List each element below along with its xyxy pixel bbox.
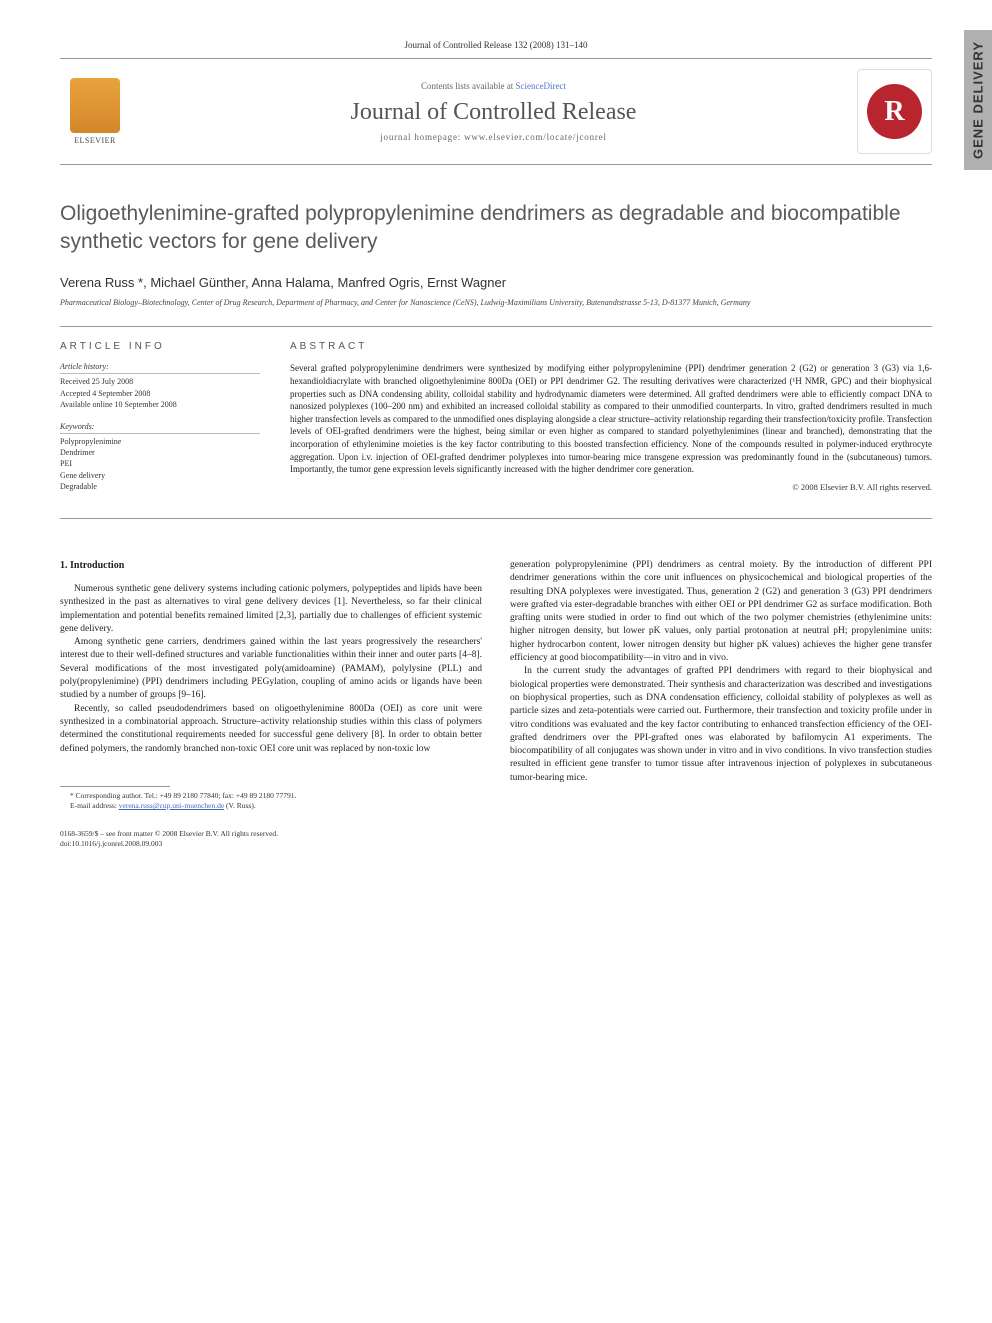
- history-accepted: Accepted 4 September 2008: [60, 388, 260, 399]
- history-block: Received 25 July 2008 Accepted 4 Septemb…: [60, 376, 260, 410]
- article-title: Oligoethylenimine-grafted polypropylenim…: [60, 200, 932, 257]
- history-online: Available online 10 September 2008: [60, 399, 260, 410]
- body-paragraph: In the current study the advantages of g…: [510, 665, 932, 785]
- abstract-column: ABSTRACT Several grafted polypropylenimi…: [290, 341, 932, 504]
- homepage-prefix: journal homepage:: [380, 132, 464, 142]
- info-abstract-row: ARTICLE INFO Article history: Received 2…: [60, 341, 932, 504]
- email-link[interactable]: verena.russ@cup.uni-muenchen.de: [119, 801, 224, 810]
- sciencedirect-link[interactable]: ScienceDirect: [516, 81, 566, 91]
- keyword: Dendrimer: [60, 447, 260, 458]
- abstract-text: Several grafted polypropylenimine dendri…: [290, 362, 932, 475]
- abstract-copyright: © 2008 Elsevier B.V. All rights reserved…: [290, 482, 932, 492]
- body-paragraph: Among synthetic gene carriers, dendrimer…: [60, 636, 482, 702]
- citation-header: Journal of Controlled Release 132 (2008)…: [60, 40, 932, 50]
- body-paragraph: Recently, so called pseudodendrimers bas…: [60, 703, 482, 756]
- body-paragraph: Numerous synthetic gene delivery systems…: [60, 583, 482, 636]
- elsevier-logo: ELSEVIER: [60, 72, 130, 152]
- divider-bottom: [60, 518, 932, 519]
- keyword: Polypropylenimine: [60, 436, 260, 447]
- article-info-column: ARTICLE INFO Article history: Received 2…: [60, 341, 260, 504]
- body-paragraph: generation polypropylenimine (PPI) dendr…: [510, 559, 932, 665]
- email-footnote: E-mail address: verena.russ@cup.uni-muen…: [60, 801, 482, 811]
- footer-issn-line: 0168-3659/$ – see front matter © 2008 El…: [60, 829, 932, 839]
- journal-cover-logo: R: [857, 69, 932, 154]
- article-info-heading: ARTICLE INFO: [60, 341, 260, 352]
- email-suffix: (V. Russ).: [224, 801, 256, 810]
- abstract-heading: ABSTRACT: [290, 341, 932, 352]
- divider-top: [60, 326, 932, 327]
- journal-banner: ELSEVIER Contents lists available at Sci…: [60, 58, 932, 165]
- history-heading: Article history:: [60, 362, 260, 374]
- elsevier-label: ELSEVIER: [74, 136, 116, 145]
- contents-prefix: Contents lists available at: [421, 81, 515, 91]
- section-heading: 1. Introduction: [60, 559, 482, 573]
- keywords-block: Polypropylenimine Dendrimer PEI Gene del…: [60, 436, 260, 492]
- contents-available-line: Contents lists available at ScienceDirec…: [130, 81, 857, 91]
- keyword: PEI: [60, 458, 260, 469]
- side-category-tab: GENE DELIVERY: [964, 30, 992, 170]
- email-label: E-mail address:: [70, 801, 119, 810]
- keywords-heading: Keywords:: [60, 422, 260, 434]
- banner-center: Contents lists available at ScienceDirec…: [130, 81, 857, 142]
- homepage-url: www.elsevier.com/locate/jconrel: [464, 132, 607, 142]
- journal-logo-letter: R: [867, 84, 922, 139]
- authors-list: Verena Russ *, Michael Günther, Anna Hal…: [60, 275, 932, 290]
- affiliation: Pharmaceutical Biology–Biotechnology, Ce…: [60, 298, 932, 309]
- journal-name: Journal of Controlled Release: [130, 99, 857, 126]
- page-footer: 0168-3659/$ – see front matter © 2008 El…: [60, 829, 932, 849]
- keyword: Gene delivery: [60, 470, 260, 481]
- elsevier-tree-icon: [70, 78, 120, 133]
- journal-homepage-line: journal homepage: www.elsevier.com/locat…: [130, 132, 857, 142]
- body-columns: 1. Introduction Numerous synthetic gene …: [60, 559, 932, 811]
- body-column-left: 1. Introduction Numerous synthetic gene …: [60, 559, 482, 811]
- keyword: Degradable: [60, 481, 260, 492]
- history-received: Received 25 July 2008: [60, 376, 260, 387]
- body-column-right: generation polypropylenimine (PPI) dendr…: [510, 559, 932, 811]
- corresponding-footnote: * Corresponding author. Tel.: +49 89 218…: [60, 791, 482, 801]
- footnote-divider: [60, 786, 170, 787]
- footer-doi-line: doi:10.1016/j.jconrel.2008.09.003: [60, 839, 932, 849]
